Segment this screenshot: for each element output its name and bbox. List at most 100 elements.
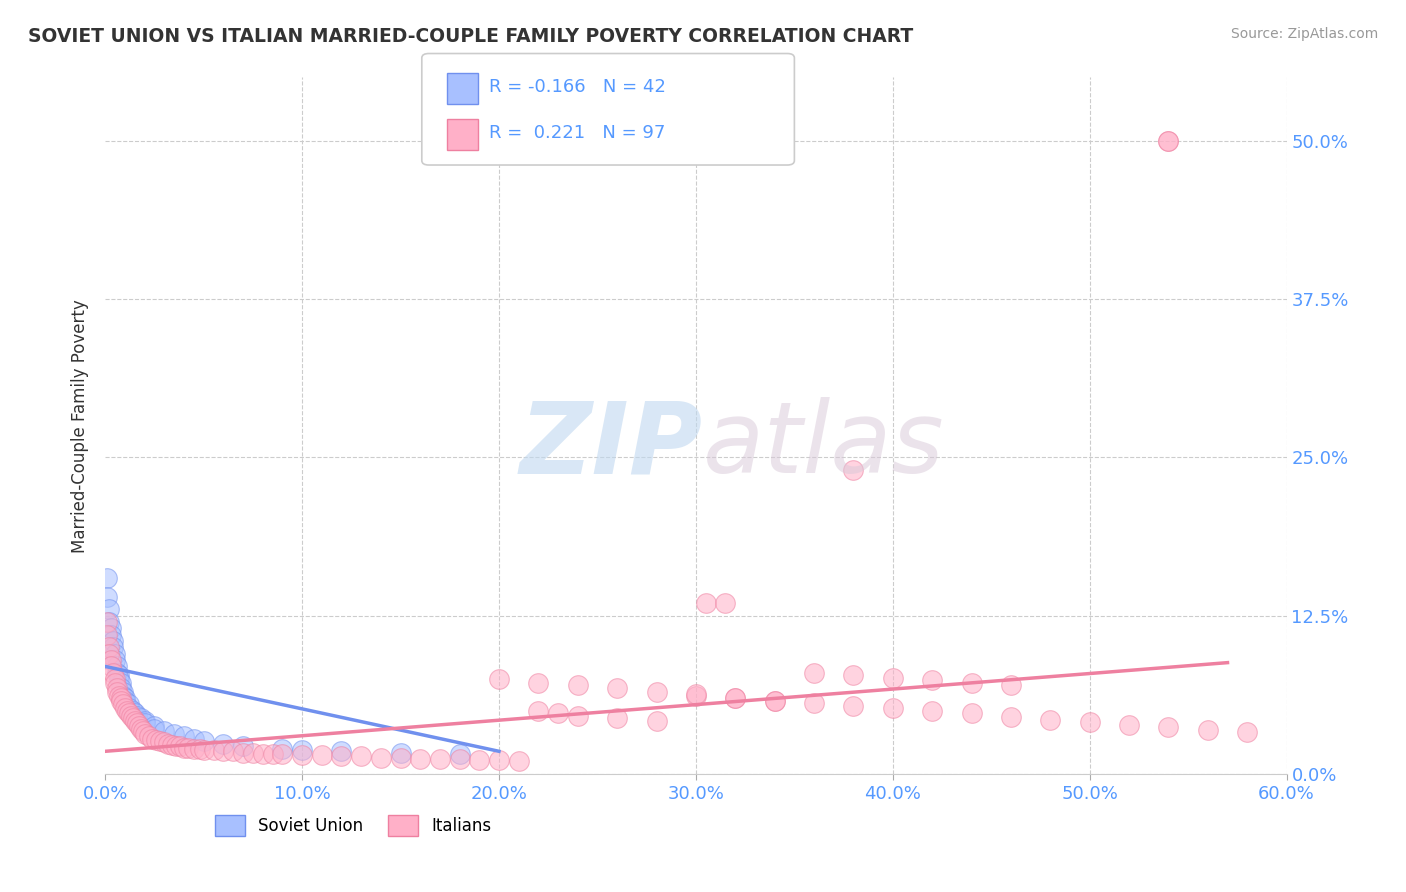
Point	[803, 696, 825, 710]
Point	[468, 753, 491, 767]
Point	[125, 716, 148, 731]
Point	[108, 689, 131, 703]
Point	[100, 628, 122, 642]
Point	[232, 739, 254, 754]
Point	[131, 724, 153, 739]
Point	[111, 685, 134, 699]
Point	[527, 704, 550, 718]
Point	[134, 716, 156, 731]
Point	[389, 750, 412, 764]
Point	[111, 689, 134, 703]
Point	[695, 596, 717, 610]
Point	[567, 709, 589, 723]
Point	[1197, 723, 1219, 737]
Point	[645, 714, 668, 728]
Point	[1000, 710, 1022, 724]
Point	[1118, 717, 1140, 731]
Point	[96, 571, 118, 585]
Point	[262, 747, 284, 761]
Point	[449, 747, 471, 761]
Point	[96, 615, 118, 629]
Point	[409, 752, 432, 766]
Point	[101, 634, 124, 648]
Point	[429, 752, 451, 766]
Point	[222, 744, 245, 758]
Point	[128, 719, 150, 733]
Point	[104, 647, 127, 661]
Point	[271, 747, 294, 761]
Point	[1000, 678, 1022, 692]
Point	[118, 706, 141, 721]
Point	[105, 659, 128, 673]
Point	[100, 653, 122, 667]
Point	[389, 746, 412, 760]
Point	[100, 622, 122, 636]
Point	[104, 653, 127, 667]
Point	[129, 711, 152, 725]
Point	[547, 706, 569, 721]
Point	[98, 647, 121, 661]
Point	[842, 698, 865, 713]
Point	[114, 693, 136, 707]
Point	[921, 673, 943, 688]
Point	[101, 665, 124, 680]
Legend: Soviet Union, Italians: Soviet Union, Italians	[208, 809, 498, 842]
Point	[606, 681, 628, 695]
Point	[98, 615, 121, 629]
Point	[105, 681, 128, 695]
Point	[105, 685, 128, 699]
Point	[242, 746, 264, 760]
Text: R = -0.166   N = 42: R = -0.166 N = 42	[489, 78, 666, 95]
Point	[350, 749, 373, 764]
Text: R =  0.221   N = 97: R = 0.221 N = 97	[489, 124, 665, 142]
Point	[183, 731, 205, 746]
Point	[724, 691, 747, 706]
Point	[124, 706, 146, 721]
Point	[606, 711, 628, 725]
Point	[188, 741, 211, 756]
Point	[134, 714, 156, 728]
Point	[153, 735, 176, 749]
Text: atlas: atlas	[703, 398, 945, 494]
Point	[129, 722, 152, 736]
Point	[212, 744, 235, 758]
Point	[100, 659, 122, 673]
Point	[1157, 134, 1180, 148]
Point	[960, 706, 983, 721]
Point	[842, 668, 865, 682]
Text: ZIP: ZIP	[520, 398, 703, 494]
Point	[921, 704, 943, 718]
Point	[882, 701, 904, 715]
Point	[120, 709, 142, 723]
Point	[803, 665, 825, 680]
Point	[104, 672, 127, 686]
Point	[98, 602, 121, 616]
Point	[714, 596, 737, 610]
Point	[157, 737, 180, 751]
Point	[311, 748, 333, 763]
Point	[202, 743, 225, 757]
Point	[508, 755, 530, 769]
Point	[121, 711, 143, 725]
Point	[105, 665, 128, 680]
Point	[114, 691, 136, 706]
Point	[104, 676, 127, 690]
Point	[1157, 720, 1180, 734]
Point	[96, 590, 118, 604]
Point	[193, 743, 215, 757]
Point	[685, 689, 707, 703]
Point	[370, 750, 392, 764]
Point	[330, 749, 353, 764]
Point	[125, 709, 148, 723]
Point	[1157, 134, 1180, 148]
Point	[163, 726, 186, 740]
Point	[143, 719, 166, 733]
Point	[527, 676, 550, 690]
Point	[330, 744, 353, 758]
Point	[567, 678, 589, 692]
Point	[101, 640, 124, 655]
Point	[111, 698, 134, 712]
Point	[449, 752, 471, 766]
Point	[271, 741, 294, 756]
Point	[488, 753, 510, 767]
